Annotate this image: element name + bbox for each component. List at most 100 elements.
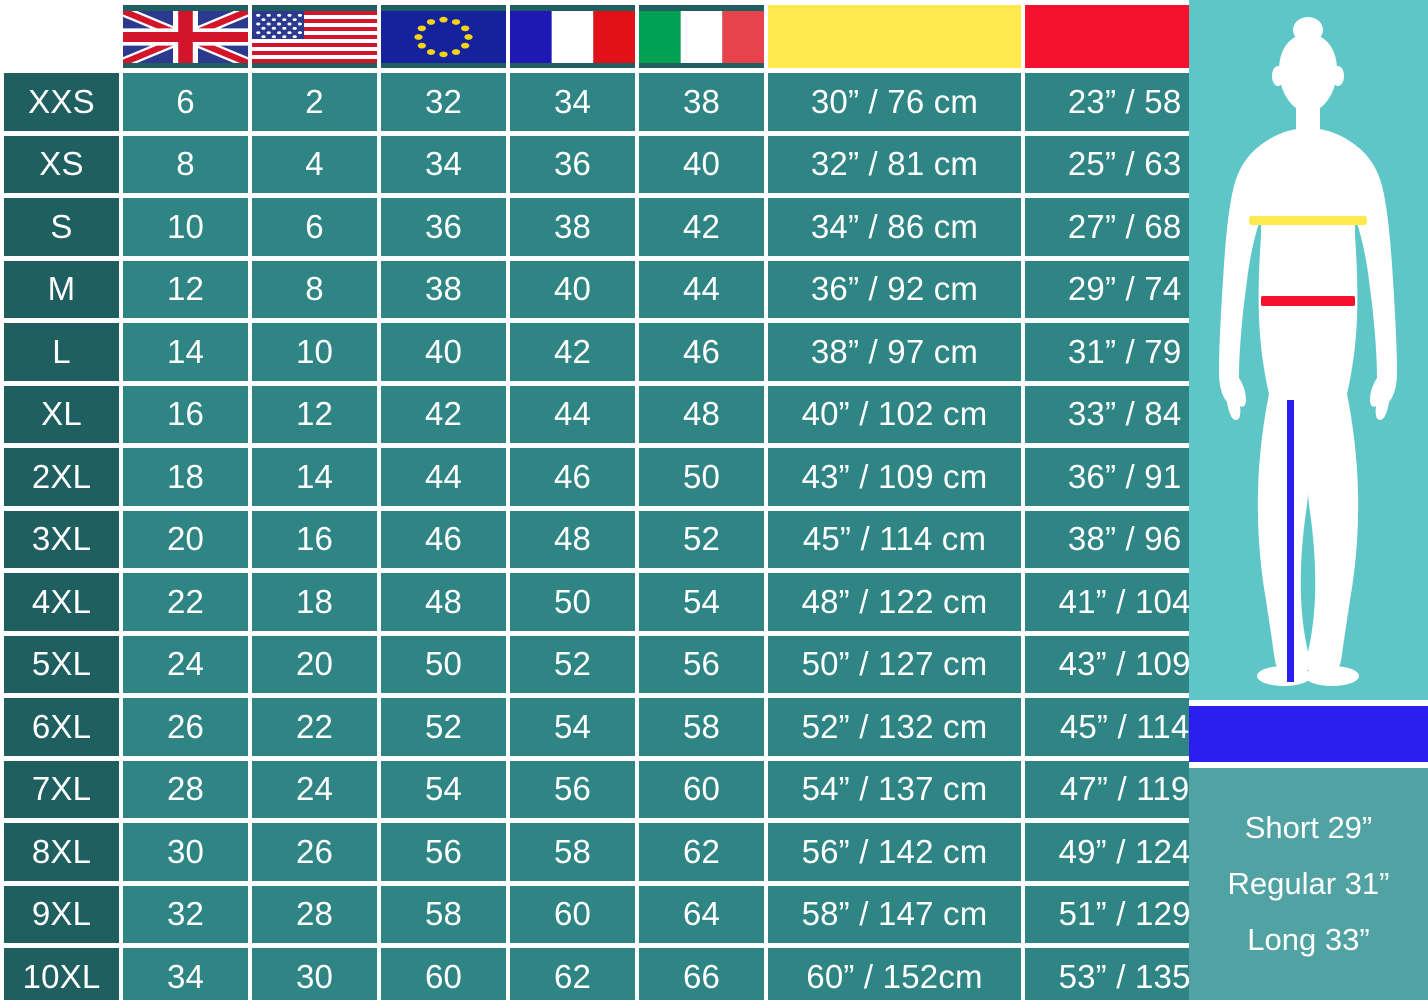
bust-cell: 34” / 86 cm (768, 198, 1021, 256)
fr-size-cell: 52 (510, 635, 635, 693)
uk-size-cell: 14 (123, 323, 248, 381)
table-row: 3XL 20 16 46 48 52 45” / 114 cm 38” / 96 cm (4, 510, 1278, 568)
us-flag-icon (252, 10, 377, 63)
bust-cell: 60” / 152cm (768, 948, 1021, 1000)
table-row: 10XL 34 30 60 62 66 60” / 152cm 53” / 135 cm (4, 948, 1278, 1000)
table-row: 2XL 18 14 44 46 50 43” / 109 cm 36” / 91 cm (4, 448, 1278, 506)
header-uk (123, 5, 248, 68)
table-row: L 14 10 40 42 46 38” / 97 cm 31” / 79 cm (4, 323, 1278, 381)
us-size-cell: 30 (252, 948, 377, 1000)
it-size-cell: 60 (639, 760, 764, 818)
table-row: 5XL 24 20 50 52 56 50” / 127 cm 43” / 109 cm (4, 635, 1278, 693)
eu-size-cell: 36 (381, 198, 506, 256)
us-size-cell: 4 (252, 135, 377, 193)
inseam-color-key (1189, 706, 1428, 762)
fr-size-cell: 36 (510, 135, 635, 193)
bust-cell: 43” / 109 cm (768, 448, 1021, 506)
it-size-cell: 38 (639, 73, 764, 131)
table-row: XL 16 12 42 44 48 40” / 102 cm 33” / 84 cm (4, 385, 1278, 443)
fr-size-cell: 62 (510, 948, 635, 1000)
uk-size-cell: 18 (123, 448, 248, 506)
fr-size-cell: 60 (510, 885, 635, 943)
fr-size-cell: 34 (510, 73, 635, 131)
waist-measure-line (1261, 296, 1355, 306)
header-fr (510, 5, 635, 68)
size-label-cell: XL (4, 385, 119, 443)
bust-measure-line (1249, 216, 1367, 225)
legend-short: Short 29” (1244, 810, 1373, 845)
it-size-cell: 44 (639, 260, 764, 318)
female-body-silhouette-icon (1219, 17, 1397, 686)
bust-cell: 30” / 76 cm (768, 73, 1021, 131)
it-size-cell: 54 (639, 573, 764, 631)
fr-size-cell: 46 (510, 448, 635, 506)
eu-size-cell: 44 (381, 448, 506, 506)
us-size-cell: 26 (252, 823, 377, 881)
bust-cell: 54” / 137 cm (768, 760, 1021, 818)
table-row: XS 8 4 34 36 40 32” / 81 cm 25” / 63 cm (4, 135, 1278, 193)
header-corner-blank (4, 5, 119, 68)
eu-flag-icon (381, 10, 506, 63)
uk-size-cell: 26 (123, 698, 248, 756)
us-size-cell: 12 (252, 385, 377, 443)
header-bust-bar (768, 5, 1021, 68)
figure-sidebar: Short 29” Regular 31” Long 33” (1189, 0, 1428, 1000)
legend-regular: Regular 31” (1227, 866, 1390, 901)
bust-cell: 58” / 147 cm (768, 885, 1021, 943)
size-label-cell: 10XL (4, 948, 119, 1000)
size-label-cell: 2XL (4, 448, 119, 506)
it-size-cell: 50 (639, 448, 764, 506)
table-row: 9XL 32 28 58 60 64 58” / 147 cm 51” / 129 cm (4, 885, 1278, 943)
it-size-cell: 58 (639, 698, 764, 756)
eu-size-cell: 42 (381, 385, 506, 443)
size-label-cell: L (4, 323, 119, 381)
fr-size-cell: 44 (510, 385, 635, 443)
it-size-cell: 42 (639, 198, 764, 256)
it-size-cell: 62 (639, 823, 764, 881)
uk-size-cell: 12 (123, 260, 248, 318)
size-label-cell: 7XL (4, 760, 119, 818)
uk-size-cell: 24 (123, 635, 248, 693)
header-us (252, 5, 377, 68)
eu-size-cell: 50 (381, 635, 506, 693)
table-row: S 10 6 36 38 42 34” / 86 cm 27” / 68 cm (4, 198, 1278, 256)
table-body: XXS 6 2 32 34 38 30” / 76 cm 23” / 58 cm XS 8 4 34 3… (4, 73, 1278, 1000)
table-row: 8XL 30 26 56 58 62 56” / 142 cm 49” / 124 cm (4, 823, 1278, 881)
uk-size-cell: 32 (123, 885, 248, 943)
bust-cell: 45” / 114 cm (768, 510, 1021, 568)
fr-size-cell: 54 (510, 698, 635, 756)
uk-size-cell: 34 (123, 948, 248, 1000)
it-size-cell: 48 (639, 385, 764, 443)
eu-size-cell: 58 (381, 885, 506, 943)
bust-cell: 48” / 122 cm (768, 573, 1021, 631)
it-size-cell: 66 (639, 948, 764, 1000)
us-size-cell: 10 (252, 323, 377, 381)
uk-size-cell: 8 (123, 135, 248, 193)
inseam-measure-line (1287, 400, 1294, 682)
body-figure-panel (1189, 0, 1428, 700)
eu-size-cell: 32 (381, 73, 506, 131)
table-header-row (4, 5, 1278, 68)
us-size-cell: 16 (252, 510, 377, 568)
waist-cell: 51” / 129 cm (1025, 885, 1278, 943)
us-size-cell: 22 (252, 698, 377, 756)
yellow-bar-icon (768, 5, 1021, 68)
uk-size-cell: 20 (123, 510, 248, 568)
uk-size-cell: 22 (123, 573, 248, 631)
eu-size-cell: 40 (381, 323, 506, 381)
legend-long: Long 33” (1247, 922, 1370, 957)
table-row: 6XL 26 22 52 54 58 52” / 132 cm 45” / 114 cm (4, 698, 1278, 756)
us-size-cell: 18 (252, 573, 377, 631)
us-size-cell: 8 (252, 260, 377, 318)
eu-size-cell: 34 (381, 135, 506, 193)
it-size-cell: 56 (639, 635, 764, 693)
inseam-length-legend: Short 29” Regular 31” Long 33” (1189, 768, 1428, 1000)
bust-cell: 56” / 142 cm (768, 823, 1021, 881)
uk-size-cell: 10 (123, 198, 248, 256)
uk-size-cell: 6 (123, 73, 248, 131)
eu-size-cell: 56 (381, 823, 506, 881)
bust-cell: 52” / 132 cm (768, 698, 1021, 756)
us-size-cell: 6 (252, 198, 377, 256)
eu-size-cell: 54 (381, 760, 506, 818)
italy-flag-icon (639, 10, 764, 63)
